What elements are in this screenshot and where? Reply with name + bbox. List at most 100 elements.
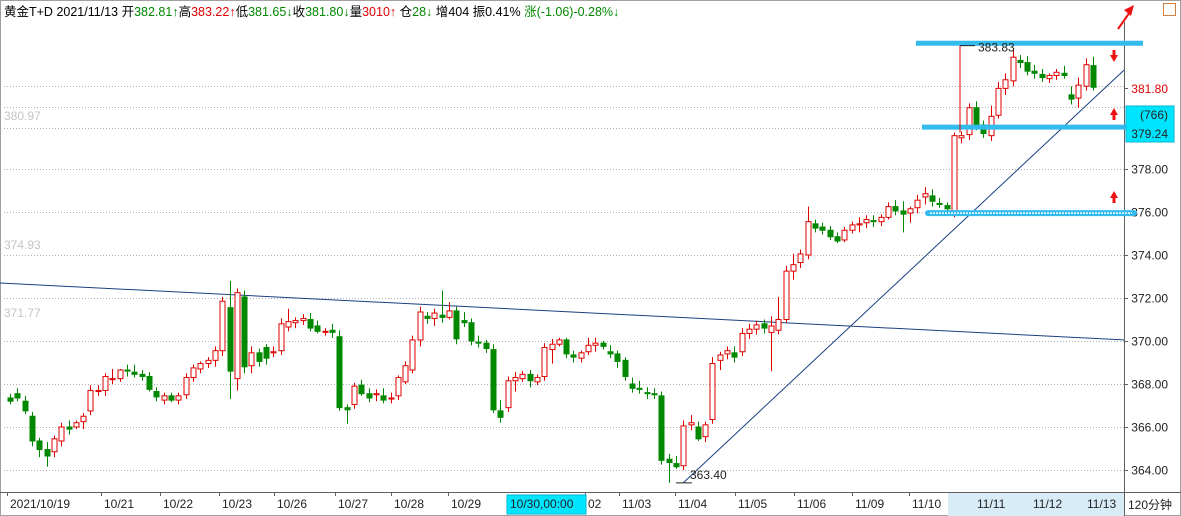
candle-body	[892, 206, 899, 212]
x-tick-label: 10/28	[394, 497, 424, 511]
candle-body	[388, 397, 395, 400]
min-price-label: 363.40	[690, 468, 727, 482]
amplitude-label: 振	[472, 5, 486, 19]
candle-body	[753, 324, 760, 330]
y-tick-label: 370.00	[1131, 335, 1168, 349]
candle-body	[219, 300, 226, 352]
candle-body	[1017, 59, 1024, 64]
x-tick-label: 11/05	[738, 497, 767, 511]
candle-body	[600, 342, 607, 347]
candle-body	[241, 296, 248, 368]
candle-body	[651, 393, 658, 396]
candle-body	[139, 373, 146, 377]
x-axis-selection-band	[948, 493, 1124, 516]
x-tick-label: 10/26	[277, 497, 307, 511]
open-value: 382.81↑	[134, 5, 179, 19]
close-label: 收	[292, 5, 306, 19]
candle-body	[922, 193, 929, 198]
candle-body	[7, 397, 14, 402]
x-tick-label: 11/03	[622, 497, 651, 511]
candle-body	[1083, 64, 1090, 87]
candle-body	[702, 424, 709, 438]
candle-body	[1024, 62, 1031, 72]
candle-body	[14, 393, 21, 399]
up-arrow-marker-icon	[1110, 191, 1118, 203]
candle-body	[907, 208, 914, 214]
candle-body	[936, 202, 943, 205]
candle-body	[863, 219, 870, 224]
corner-square-icon[interactable]	[1163, 3, 1176, 16]
y-tick-label: 368.00	[1131, 378, 1168, 392]
cursor-price-box[interactable]	[1125, 105, 1175, 143]
left-level-label: 371.77	[4, 306, 41, 320]
position-value: 28↓	[412, 5, 433, 19]
candle-body	[827, 229, 834, 238]
candle-body	[878, 216, 885, 223]
candle-body	[322, 330, 329, 333]
candle-body	[22, 400, 29, 412]
candle-body	[929, 195, 936, 202]
candle-body	[175, 395, 182, 401]
candle-body	[409, 339, 416, 371]
candle-body	[109, 378, 116, 381]
red-up-right-arrow-icon[interactable]	[1117, 11, 1131, 30]
candle-body	[36, 440, 43, 451]
candle-body	[666, 458, 673, 463]
candle-body	[497, 410, 504, 418]
y-tick-label: 372.00	[1131, 292, 1168, 306]
candle-body	[446, 310, 453, 318]
candle-body	[709, 363, 716, 420]
candle-body	[805, 221, 812, 256]
candle-body	[944, 205, 951, 210]
candle-body	[680, 425, 687, 467]
symbol-name: 黄金T+D	[4, 5, 53, 19]
candle-body	[724, 350, 731, 355]
up-arrow-marker-icon	[1110, 108, 1118, 120]
candle-body	[797, 253, 804, 264]
candle-body	[834, 236, 841, 242]
candle-body	[453, 310, 460, 340]
candle-body	[102, 375, 109, 391]
cursor-time-box[interactable]	[506, 494, 587, 515]
candle-body	[541, 346, 548, 377]
candle-body	[490, 349, 497, 411]
cursor-change-label: (766)	[1140, 108, 1168, 122]
candle-body	[234, 292, 241, 380]
candle-body	[607, 351, 614, 355]
rising-trendline[interactable]	[682, 69, 1125, 484]
candle-body	[885, 206, 892, 218]
amplitude-value: 0.41%	[485, 5, 521, 19]
candle-body	[761, 323, 768, 329]
candle-body	[80, 415, 87, 423]
candle-body	[1002, 79, 1009, 89]
x-tick-label: 10/21	[104, 497, 134, 511]
candle-body	[731, 352, 738, 358]
candle-body	[395, 377, 402, 397]
candle-body	[146, 375, 153, 390]
candle-body	[958, 135, 965, 139]
increase-value: 404	[448, 5, 470, 19]
candle-body	[117, 369, 124, 380]
candle-body	[739, 332, 746, 353]
candle-body	[300, 317, 307, 322]
candle-body	[900, 210, 907, 215]
candle-body	[717, 354, 724, 361]
candle-body	[468, 322, 475, 342]
candle-body	[336, 336, 343, 409]
candle-body	[658, 395, 665, 461]
period-label: 120分钟	[1128, 497, 1172, 512]
candle-body	[512, 377, 519, 382]
volume-label: 量	[349, 5, 363, 19]
candle-body	[775, 319, 782, 331]
candle-body	[556, 339, 563, 345]
candle-body	[768, 325, 775, 333]
candle-body	[790, 264, 797, 272]
candle-body	[783, 270, 790, 320]
y-tick-label: 376.00	[1131, 206, 1168, 220]
candle-body	[256, 352, 263, 362]
candle-body	[549, 343, 556, 351]
candle-body	[153, 391, 160, 398]
falling-trendline[interactable]	[0, 282, 1125, 341]
candle-body	[1075, 84, 1082, 99]
